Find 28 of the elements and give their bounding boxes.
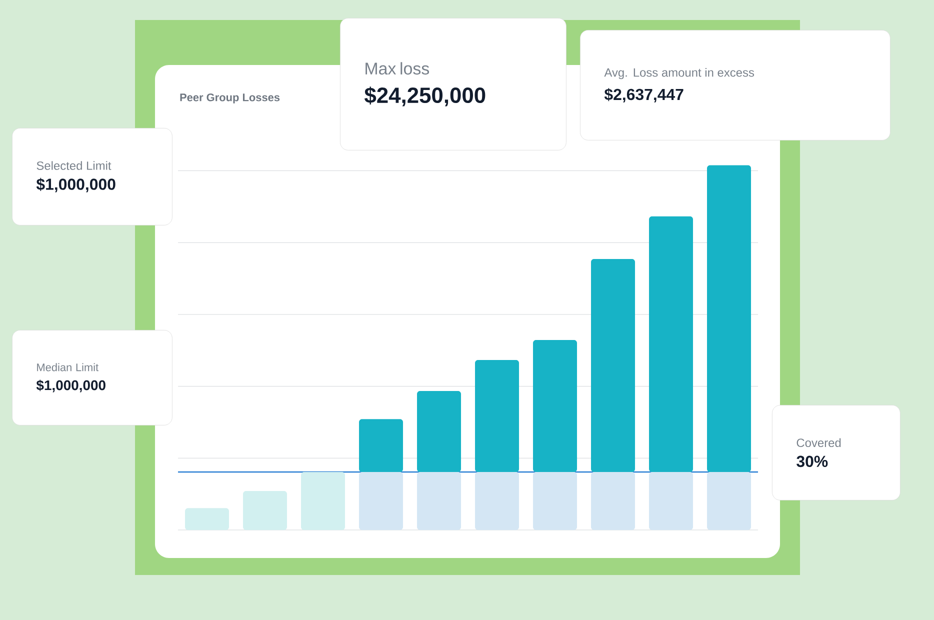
text: $1,000,000	[36, 178, 116, 192]
bar	[533, 340, 578, 472]
bar	[243, 490, 288, 530]
bar	[417, 472, 462, 530]
bar	[591, 259, 636, 472]
text: Max loss	[366, 62, 430, 75]
text: Median Limit	[37, 363, 99, 372]
bar	[533, 472, 578, 530]
bar	[417, 391, 462, 472]
bar	[591, 472, 636, 530]
bar	[301, 472, 346, 530]
bar	[475, 360, 520, 472]
chart-title: Peer Group Losses	[180, 94, 280, 104]
bar	[475, 472, 520, 530]
bar	[359, 419, 404, 472]
bar	[649, 216, 694, 472]
bar	[707, 472, 752, 530]
bar	[707, 165, 752, 472]
bar	[185, 508, 230, 530]
bar	[359, 472, 404, 530]
text: $2,637,447	[604, 88, 684, 102]
text: Covered	[796, 438, 841, 448]
text: Selected Limit	[36, 161, 112, 170]
bar	[649, 472, 694, 530]
text: Avg. Loss amount in excess	[604, 68, 754, 80]
text: $1,000,000	[36, 380, 106, 392]
text: 30%	[796, 456, 828, 468]
text: $24,250,000	[364, 86, 486, 106]
